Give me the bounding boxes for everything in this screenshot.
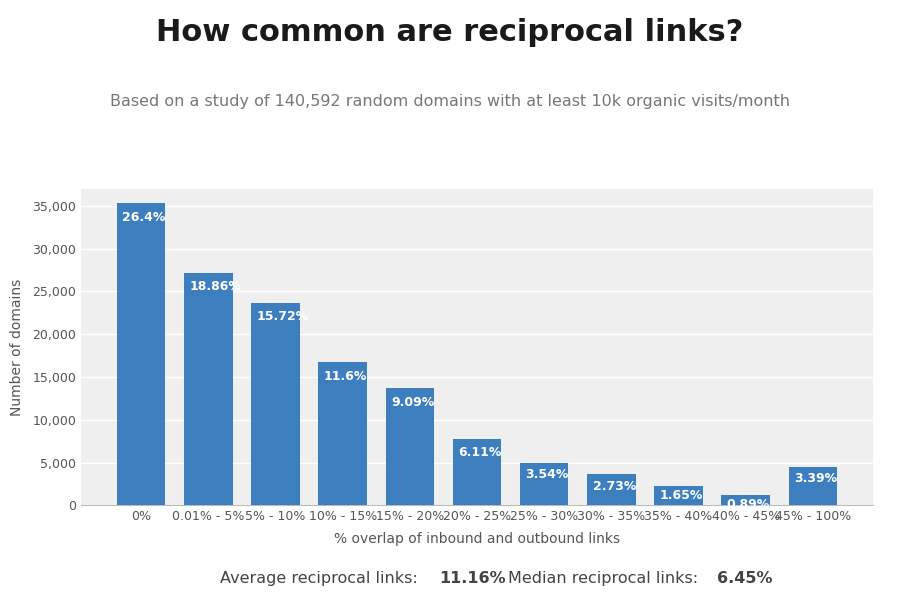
Bar (587, 474, 635, 505)
Text: 1.65%: 1.65% (660, 489, 703, 502)
Text: 11.16%: 11.16% (439, 571, 506, 586)
Bar (251, 303, 300, 505)
Text: 3.39%: 3.39% (794, 472, 837, 485)
Bar (319, 362, 367, 505)
Text: 6.45%: 6.45% (717, 571, 773, 586)
Text: Average reciprocal links:: Average reciprocal links: (220, 571, 428, 586)
Text: 3.54%: 3.54% (526, 468, 569, 481)
Text: 0.89%: 0.89% (727, 498, 770, 511)
Bar (386, 388, 434, 505)
Text: Median reciprocal links:: Median reciprocal links: (508, 571, 709, 586)
Y-axis label: Number of domains: Number of domains (10, 278, 24, 416)
Bar (520, 463, 568, 505)
Bar (453, 438, 501, 505)
Text: 15.72%: 15.72% (256, 311, 309, 323)
Text: 11.6%: 11.6% (324, 370, 367, 383)
Text: 6.11%: 6.11% (458, 446, 501, 459)
Text: 9.09%: 9.09% (391, 396, 435, 409)
Text: Based on a study of 140,592 random domains with at least 10k organic visits/mont: Based on a study of 140,592 random domai… (110, 94, 790, 110)
Bar (722, 495, 770, 505)
Text: 2.73%: 2.73% (592, 480, 636, 493)
Bar (117, 203, 166, 505)
Bar (184, 273, 232, 505)
Text: 18.86%: 18.86% (190, 280, 241, 294)
Bar (788, 467, 837, 505)
Text: 26.4%: 26.4% (122, 211, 166, 224)
Text: How common are reciprocal links?: How common are reciprocal links? (157, 18, 743, 48)
Bar (654, 485, 703, 505)
X-axis label: % overlap of inbound and outbound links: % overlap of inbound and outbound links (334, 532, 620, 546)
